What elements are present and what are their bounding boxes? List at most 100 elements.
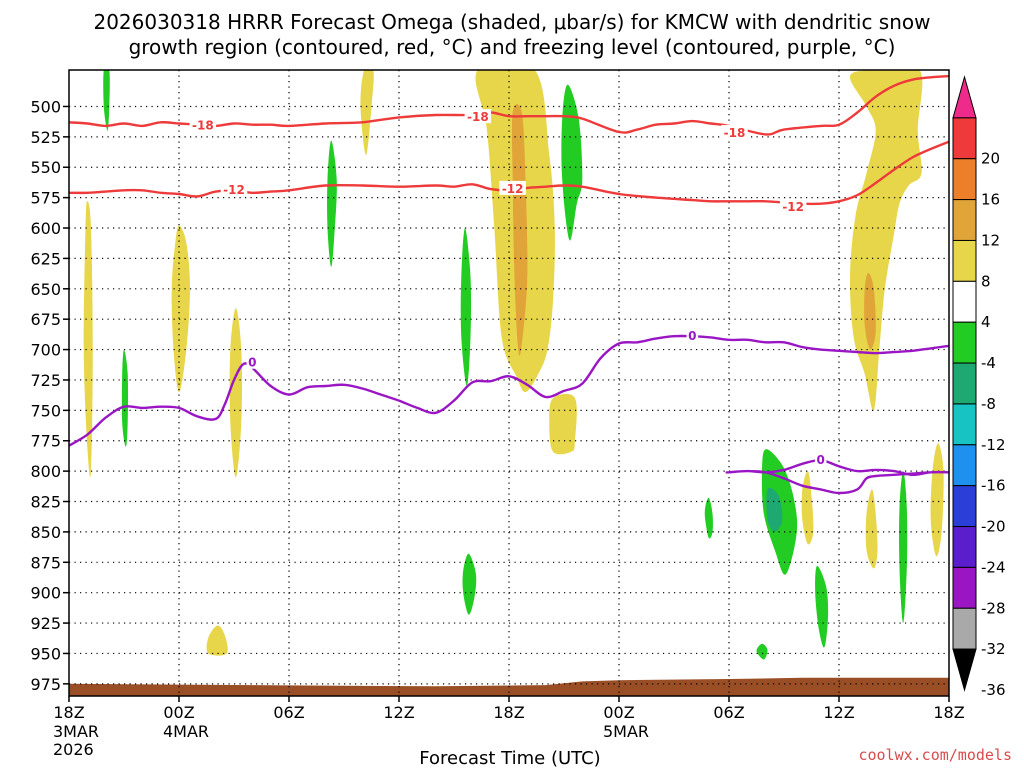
y-tick-label-500: 500 (30, 97, 61, 116)
omega-region-9 (549, 393, 577, 455)
x-tick-label-6: 00Z (163, 703, 194, 722)
omega-region-15 (327, 140, 337, 267)
gridlines (69, 70, 949, 696)
x-tick-label-48: 18Z (933, 703, 964, 722)
omega-region-5 (83, 201, 93, 477)
isotherm-label-bg-0-1 (464, 109, 492, 124)
y-tick-label-625: 625 (30, 249, 61, 268)
omega-region-22 (815, 565, 829, 648)
isotherm-label-bg-1-1 (499, 180, 526, 195)
omega-region-21 (756, 643, 768, 660)
isotherm-label-bg-0-0 (189, 117, 217, 132)
y-tick-label-650: 650 (30, 280, 61, 299)
omega-region-7 (229, 308, 243, 478)
omega-region-10 (801, 471, 814, 545)
colorbar-bin-2 (952, 158, 977, 201)
y-tick-label-825: 825 (30, 493, 61, 512)
y-tick-label-675: 675 (30, 310, 61, 329)
x-tick-label-36: 06Z (713, 703, 744, 722)
omega-region-24 (766, 487, 783, 532)
omega-region-11 (865, 489, 878, 569)
colorbar-label-11: -24 (981, 558, 1006, 576)
omega-region-18 (462, 553, 477, 615)
y-tick-label-575: 575 (30, 189, 61, 208)
isotherm-label-2-0: 0 (248, 356, 256, 370)
colorbar-label-2: 16 (981, 191, 1000, 209)
isotherm-0C-low (725, 458, 949, 495)
isotherm-label-bg-3-0 (814, 451, 827, 466)
y-tick-label-750: 750 (30, 401, 61, 420)
chart-title-line1: 2026030318 HRRR Forecast Omega (shaded, … (93, 10, 930, 34)
isotherm-label-bg-0-2 (721, 124, 748, 139)
colorbar-label-14: -36 (981, 681, 1006, 699)
omega-region-12 (930, 443, 944, 557)
colorbar-label-13: -32 (981, 640, 1006, 658)
x-tick-date-0: 3MAR (53, 722, 99, 741)
colorbar-bin-4 (952, 239, 977, 282)
omega-region-8 (206, 625, 228, 656)
omega-region-16 (460, 228, 472, 386)
omega-shading-layer (83, 70, 944, 660)
y-tick-label-875: 875 (30, 553, 61, 572)
y-tick-label-800: 800 (30, 462, 61, 481)
y-tick-label-775: 775 (30, 432, 61, 451)
x-tick-label-30: 00Z (603, 703, 634, 722)
y-tick-label-550: 550 (30, 158, 61, 177)
colorbar-label-8: -12 (981, 436, 1006, 454)
omega-region-6 (171, 225, 190, 393)
isotherm-label-2-1: 0 (688, 329, 696, 343)
omega-region-23 (899, 471, 908, 624)
colorbar-label-3: 12 (981, 231, 1000, 249)
omega-region-19 (704, 497, 713, 539)
isotherm-label-bg-2-0 (246, 354, 259, 369)
omega-region-4 (864, 273, 876, 350)
colorbar-label-9: -16 (981, 477, 1006, 495)
x-tick-label-18: 12Z (383, 703, 414, 722)
isotherm-label-1-2: -12 (782, 200, 804, 214)
omega-region-13 (103, 70, 110, 131)
y-axis: 500 525 550 575 600 625 650 675 700 725 750 775 800 8… (30, 97, 69, 694)
colorbar-bin-3 (952, 199, 977, 241)
x-tick-label-24: 18Z (493, 703, 524, 722)
colorbar: 20 16 12 8 4 -4 -8 -12 -16 -20 -24 -28 -32 -36 (952, 75, 1006, 699)
omega-region-0 (360, 70, 374, 156)
isotherm-0C (69, 334, 949, 447)
colorbar-bin-13 (952, 607, 977, 650)
isotherm-label-bg-2-1 (686, 327, 699, 342)
colorbar-label-4: 8 (981, 272, 991, 290)
omega-region-14 (121, 349, 129, 447)
colorbar-bin-1 (952, 117, 977, 160)
isotherm-contours: -18 -18 -18 -12 -12 -12 0 0 0 (69, 74, 949, 495)
colorbar-label-1: 20 (981, 150, 1000, 168)
colorbar-label-6: -4 (981, 354, 996, 372)
y-tick-label-975: 975 (30, 675, 61, 694)
x-axis-label: Forecast Time (UTC) (419, 748, 600, 768)
colorbar-label-10: -20 (981, 518, 1006, 536)
x-tick-label-12: 06Z (273, 703, 304, 722)
x-tick-date-6: 4MAR (163, 722, 209, 741)
colorbar-bottom-arrow (952, 648, 977, 692)
colorbar-bin-10 (952, 485, 977, 528)
y-tick-label-700: 700 (30, 341, 61, 360)
y-tick-label-950: 950 (30, 644, 61, 663)
colorbar-bin-12 (952, 566, 977, 609)
isotherm-label-bg-1-0 (220, 182, 248, 197)
isotherm-label-1-1: -12 (502, 182, 524, 196)
colorbar-bin-9 (952, 444, 977, 487)
credit-text: coolwx.com/models (858, 746, 1012, 764)
colorbar-label-5: 4 (981, 313, 991, 331)
colorbar-bin-8 (952, 403, 977, 446)
x-tick-date-30: 5MAR (603, 722, 649, 741)
x-tick-label-0: 18Z (53, 703, 84, 722)
x-tick-label-42: 12Z (823, 703, 854, 722)
x-tick-year-0: 2026 (53, 740, 94, 759)
colorbar-label-12: -28 (981, 599, 1006, 617)
y-tick-label-900: 900 (30, 584, 61, 603)
y-tick-label-600: 600 (30, 219, 61, 238)
colorbar-bin-11 (952, 526, 977, 568)
y-tick-label-850: 850 (30, 523, 61, 542)
y-tick-label-525: 525 (30, 128, 61, 147)
y-tick-label-925: 925 (30, 614, 61, 633)
chart-title-line2: growth region (contoured, red, °C) and f… (129, 35, 896, 59)
